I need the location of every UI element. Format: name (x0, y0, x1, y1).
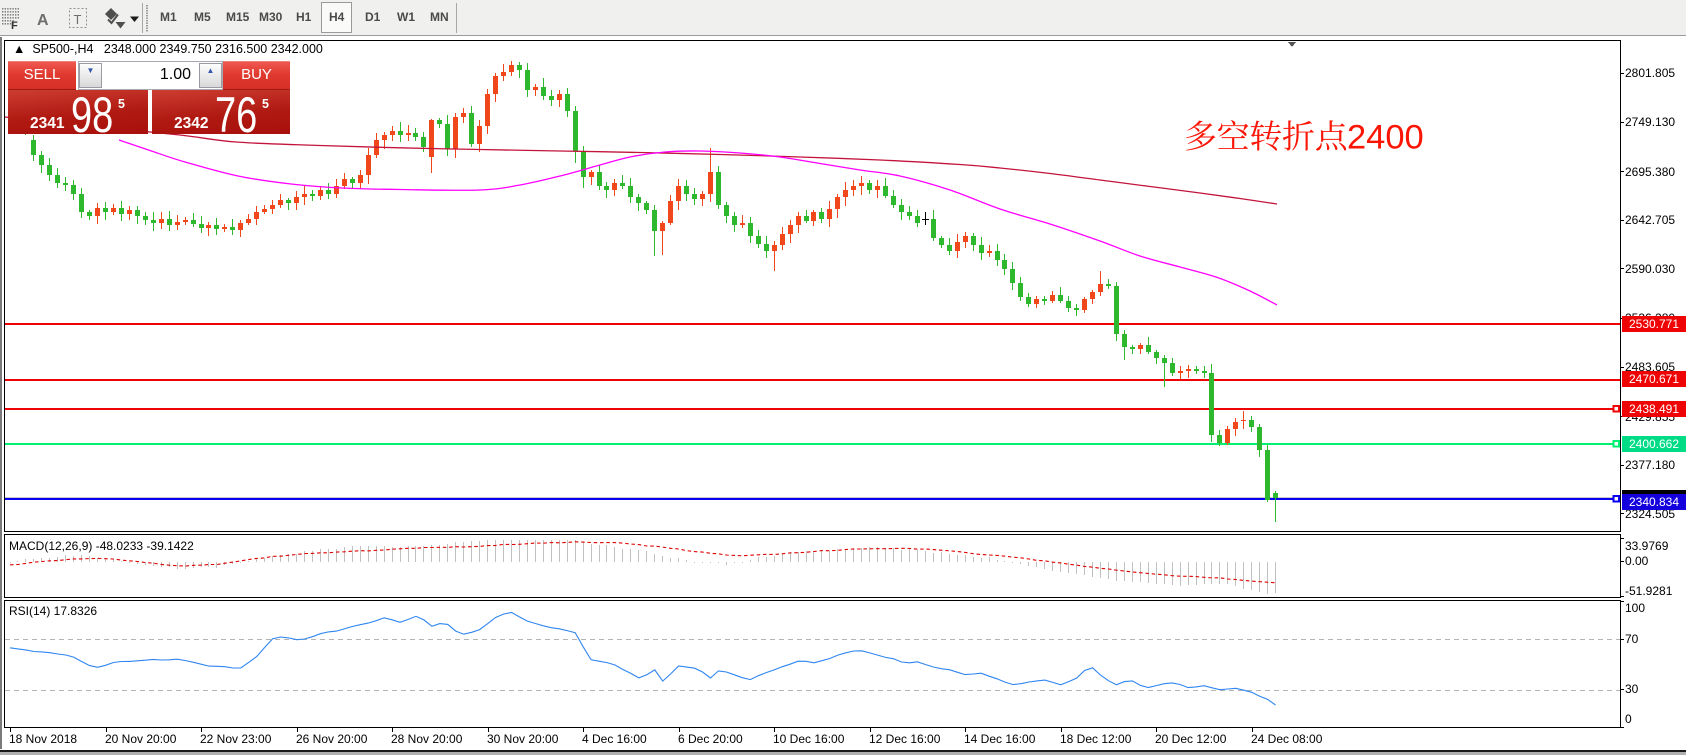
svg-text:T: T (74, 12, 82, 27)
svg-text:A: A (37, 12, 49, 29)
svg-text:2400: 2400 (1347, 119, 1424, 157)
svg-text:F: F (11, 20, 18, 32)
